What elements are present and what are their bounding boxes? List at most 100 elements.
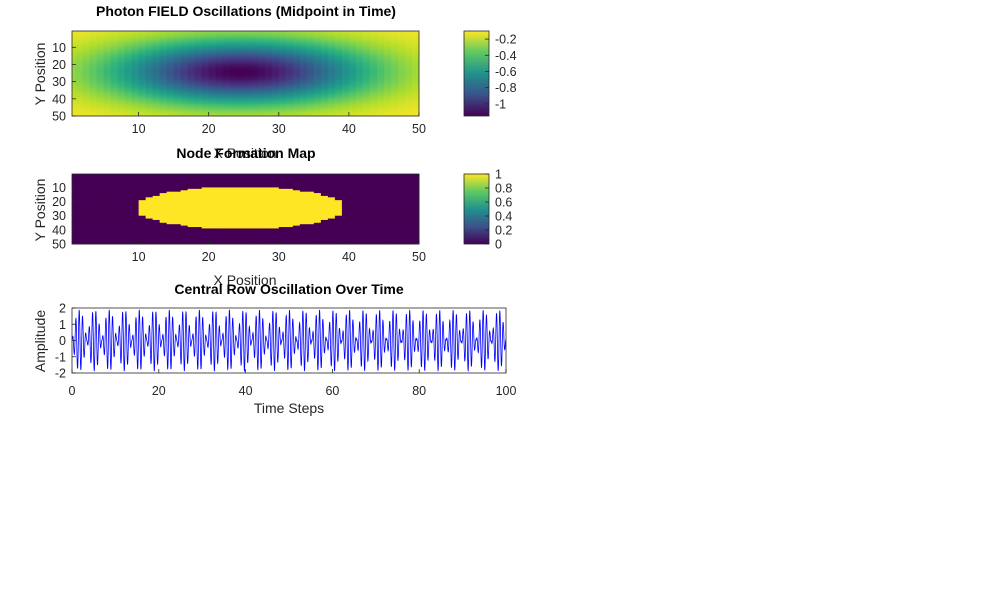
heatmap-cell (138, 217, 147, 219)
heatmap-cell (166, 109, 175, 112)
heatmap-cell (110, 224, 118, 227)
heatmap-cell (152, 229, 161, 232)
heatmap-cell (383, 204, 392, 207)
heatmap-cell (72, 232, 76, 235)
x-tick-label: 40 (342, 122, 356, 136)
heatmap-cell (362, 212, 371, 215)
heatmap-cell (159, 183, 168, 185)
heatmap-cell (376, 210, 385, 212)
heatmap-cell (222, 54, 231, 57)
heatmap-cell (390, 64, 399, 67)
heatmap-cell (72, 43, 76, 46)
heatmap-cell (96, 81, 104, 84)
heatmap-cell (173, 85, 182, 88)
heatmap-cell (390, 221, 399, 224)
heatmap-cell (138, 188, 147, 191)
heatmap-cell (201, 98, 210, 101)
heatmap-cell (187, 236, 196, 239)
heatmap-cell (152, 188, 161, 191)
heatmap-cell (327, 217, 336, 219)
heatmap-cell (138, 61, 147, 64)
heatmap-cell (404, 195, 413, 198)
heatmap-cell (180, 218, 189, 221)
heatmap-cell (383, 76, 392, 79)
heatmap-cell (208, 88, 217, 91)
heatmap-cell (341, 201, 350, 204)
heatmap-cell (180, 222, 189, 225)
heatmap-cell (362, 181, 371, 184)
heatmap-cell (257, 235, 266, 238)
heatmap-cell (327, 191, 336, 194)
heatmap-cell (173, 95, 182, 98)
heatmap-cell (124, 177, 132, 180)
heatmap-cell (117, 188, 125, 191)
heatmap-cell (390, 188, 399, 191)
heatmap-cell (264, 197, 273, 200)
heatmap-cell (250, 174, 259, 177)
heatmap-cell (250, 183, 259, 185)
heatmap-cell (355, 103, 364, 107)
heatmap-cell (173, 176, 182, 178)
heatmap-cell (152, 239, 161, 242)
heatmap-cell (250, 198, 259, 201)
heatmap-cell (257, 62, 266, 65)
heatmap-cell (355, 241, 364, 243)
heatmap-cell (411, 222, 420, 225)
heatmap-cell (103, 217, 111, 219)
heatmap-cell (397, 176, 406, 178)
heatmap-cell (117, 71, 125, 74)
heatmap-cell (89, 112, 97, 115)
heatmap-cell (72, 187, 76, 190)
heatmap-cell (390, 69, 399, 72)
heatmap-cell (278, 42, 287, 45)
heatmap-cell (131, 98, 139, 101)
heatmap-cell (341, 93, 350, 96)
heatmap-cell (222, 174, 231, 176)
heatmap-cell (306, 198, 315, 201)
heatmap-cell (152, 40, 161, 43)
heatmap-cell (348, 236, 357, 239)
heatmap-cell (355, 105, 364, 108)
heatmap-cell (306, 49, 315, 52)
heatmap-cell (117, 79, 125, 83)
heatmap-cell (292, 190, 301, 193)
heatmap-cell (131, 217, 139, 219)
heatmap-cell (187, 98, 196, 101)
heatmap-cell (75, 66, 83, 69)
heatmap-cell (397, 224, 406, 227)
heatmap-cell (397, 40, 406, 43)
heatmap-cell (173, 193, 182, 195)
heatmap-cell (236, 214, 245, 217)
heatmap-cell (285, 194, 294, 197)
heatmap-cell (397, 205, 406, 208)
heatmap-cell (103, 35, 111, 38)
heatmap-cell (124, 208, 132, 211)
heatmap-cell (110, 238, 118, 241)
heatmap-cell (229, 191, 238, 194)
heatmap-cell (131, 112, 139, 115)
heatmap-cell (362, 174, 371, 176)
heatmap-cell (313, 42, 322, 45)
heatmap-cell (285, 238, 294, 241)
heatmap-cell (369, 201, 378, 204)
heatmap-cell (306, 66, 315, 69)
heatmap-cell (285, 210, 294, 212)
heatmap-cell (103, 59, 111, 62)
heatmap-cell (159, 57, 168, 60)
heatmap-cell (278, 102, 287, 105)
heatmap-cell (376, 90, 385, 93)
heatmap-cell (292, 177, 301, 180)
heatmap-cell (397, 180, 406, 183)
heatmap-cell (320, 201, 329, 204)
heatmap-cell (334, 33, 343, 36)
heatmap-cell (299, 219, 308, 222)
heatmap-cell (257, 54, 266, 57)
heatmap-cell (103, 232, 111, 235)
heatmap-cell (215, 211, 224, 214)
heatmap-cell (271, 91, 280, 95)
heatmap-cell (334, 95, 343, 98)
heatmap-cell (355, 180, 364, 183)
heatmap-cell (313, 61, 322, 64)
heatmap-cell (145, 228, 154, 231)
heatmap-cell (89, 59, 97, 62)
